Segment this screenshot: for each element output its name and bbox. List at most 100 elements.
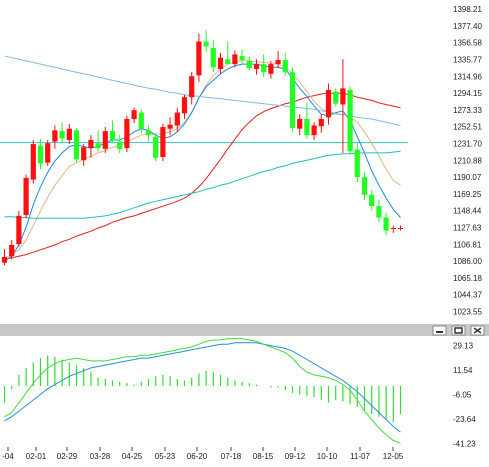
candle-body xyxy=(23,177,29,216)
candle-body xyxy=(145,130,152,136)
candle-body xyxy=(311,125,317,136)
candle-body xyxy=(109,131,116,140)
maximize-icon[interactable] xyxy=(451,325,466,336)
candle-body xyxy=(304,119,310,136)
overlay-line-5 xyxy=(4,55,401,126)
candle-body xyxy=(325,89,332,118)
price-tick-label: 1398.21 xyxy=(453,5,482,14)
macd-tick-label: 29.13 xyxy=(453,341,474,350)
date-tick-label: 03-28 xyxy=(90,452,111,461)
candle-body xyxy=(261,64,267,73)
overlay-line-4 xyxy=(4,150,401,219)
date-axis: -04 02-01 02-29 03-28 04-25 05-23 06-20 07-18 08… xyxy=(2,447,404,461)
candle-body xyxy=(160,127,166,157)
macd-line xyxy=(4,338,401,444)
minimize-icon[interactable] xyxy=(432,325,447,336)
macd-lines xyxy=(4,338,401,444)
signal-line xyxy=(4,342,401,433)
candle-body xyxy=(275,60,281,65)
candle-body xyxy=(361,177,368,195)
candle-body xyxy=(131,110,137,120)
moving-averages xyxy=(4,55,401,262)
macd-tick-label: -23.64 xyxy=(453,415,476,424)
candle-body xyxy=(217,57,224,69)
price-tick-label: 1314.96 xyxy=(453,72,482,81)
candle-body xyxy=(203,41,209,47)
macd-tick-label: 11.54 xyxy=(453,366,473,375)
candle-body xyxy=(397,227,404,229)
candle-body xyxy=(225,59,231,65)
candle-body xyxy=(369,194,375,207)
candle-body xyxy=(232,54,238,65)
date-tick-label: 07-18 xyxy=(221,452,242,461)
price-tick-label: 1086.00 xyxy=(453,257,482,266)
candle-body xyxy=(282,60,288,73)
date-tick-label: -04 xyxy=(2,452,14,461)
price-tick-label: 1044.37 xyxy=(453,291,482,300)
candle-body xyxy=(318,119,324,127)
candle-body xyxy=(268,64,274,74)
date-tick-label: 02-01 xyxy=(26,452,47,461)
candle-body xyxy=(333,91,339,104)
candle-body xyxy=(66,128,72,140)
candle-body xyxy=(390,227,396,229)
candle-body xyxy=(383,217,389,231)
candle-body xyxy=(9,244,15,257)
close-icon[interactable] xyxy=(470,325,485,336)
price-tick-label: 1065.18 xyxy=(453,274,482,283)
candle-body xyxy=(354,149,360,178)
price-axis: 1398.21 1377.40 1356.58 1335.77 1314.96 1294.… xyxy=(453,5,482,316)
candle-body xyxy=(239,56,245,61)
price-tick-label: 1356.58 xyxy=(453,39,482,48)
date-tick-label: 08-15 xyxy=(253,452,274,461)
date-tick-label: 06-20 xyxy=(187,452,208,461)
macd-histogram xyxy=(3,355,402,423)
candle-body xyxy=(167,124,173,129)
candle-body xyxy=(246,60,252,69)
candle-body xyxy=(340,88,346,105)
price-tick-label: 1106.81 xyxy=(453,240,482,249)
candle-body xyxy=(37,145,44,164)
candle-body xyxy=(181,97,188,114)
candle-body xyxy=(138,112,144,129)
price-tick-label: 1127.63 xyxy=(453,223,482,232)
candle-body xyxy=(153,136,159,158)
price-tick-label: 1190.07 xyxy=(453,173,482,182)
price-tick-label: 1335.77 xyxy=(453,55,482,64)
candle-body xyxy=(117,141,123,149)
candle-body xyxy=(102,131,108,149)
date-tick-label: 12-05 xyxy=(383,452,404,461)
price-tick-label: 1210.88 xyxy=(453,156,482,165)
candle-body xyxy=(189,76,195,98)
overlay-line-1 xyxy=(4,92,401,260)
candle-body xyxy=(297,119,303,129)
candle-body xyxy=(30,144,36,180)
candle-body xyxy=(210,47,216,68)
date-tick-label: 02-29 xyxy=(57,452,78,461)
macd-tick-label: -6.05 xyxy=(453,390,472,399)
price-tick-label: 1377.40 xyxy=(453,22,482,31)
panel-divider[interactable] xyxy=(0,324,489,336)
price-tick-label: 1148.44 xyxy=(453,207,482,216)
candle-body xyxy=(196,41,202,76)
macd-tick-label: -41.23 xyxy=(453,440,476,449)
price-tick-label: 1273.33 xyxy=(453,106,482,115)
candle-body xyxy=(81,147,87,161)
candle-body xyxy=(124,119,130,149)
candle-body xyxy=(45,143,51,163)
price-tick-label: 1169.25 xyxy=(453,190,482,199)
indicator-panel-buttons xyxy=(432,325,485,336)
candle-body xyxy=(73,130,80,160)
price-tick-label: 1252.51 xyxy=(453,123,482,132)
price-tick-label: 1294.15 xyxy=(453,89,482,98)
candle-body xyxy=(376,206,382,218)
candle-body xyxy=(1,257,8,263)
date-tick-label: 05-23 xyxy=(155,452,176,461)
candlestick-series xyxy=(1,30,404,266)
candle-body xyxy=(174,112,180,126)
price-tick-label: 1231.70 xyxy=(453,139,482,148)
candle-body xyxy=(52,130,58,142)
candle-body xyxy=(289,72,296,128)
